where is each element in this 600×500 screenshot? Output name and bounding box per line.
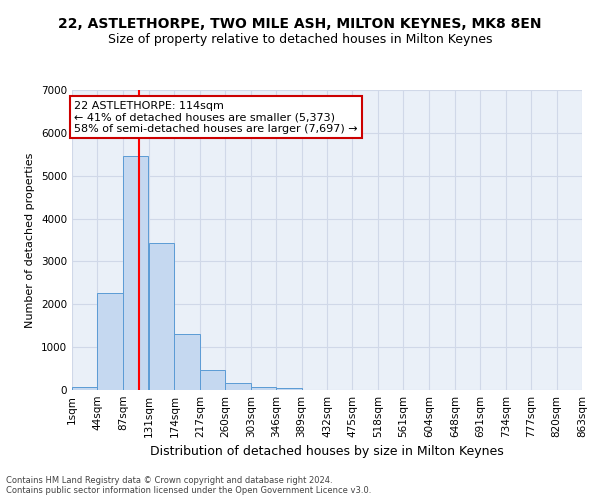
X-axis label: Distribution of detached houses by size in Milton Keynes: Distribution of detached houses by size … — [150, 446, 504, 458]
Bar — [200, 370, 225, 390]
Bar — [225, 384, 251, 390]
Bar — [251, 386, 276, 390]
Text: 22, ASTLETHORPE, TWO MILE ASH, MILTON KEYNES, MK8 8EN: 22, ASTLETHORPE, TWO MILE ASH, MILTON KE… — [58, 18, 542, 32]
Text: Contains HM Land Registry data © Crown copyright and database right 2024.: Contains HM Land Registry data © Crown c… — [6, 476, 332, 485]
Bar — [123, 156, 148, 390]
Text: Size of property relative to detached houses in Milton Keynes: Size of property relative to detached ho… — [108, 32, 492, 46]
Bar — [72, 387, 97, 390]
Bar — [97, 292, 123, 390]
Bar — [276, 388, 302, 390]
Text: Contains public sector information licensed under the Open Government Licence v3: Contains public sector information licen… — [6, 486, 371, 495]
Bar — [149, 242, 175, 390]
Bar — [175, 334, 200, 390]
Y-axis label: Number of detached properties: Number of detached properties — [25, 152, 35, 328]
Text: 22 ASTLETHORPE: 114sqm
← 41% of detached houses are smaller (5,373)
58% of semi-: 22 ASTLETHORPE: 114sqm ← 41% of detached… — [74, 100, 358, 134]
